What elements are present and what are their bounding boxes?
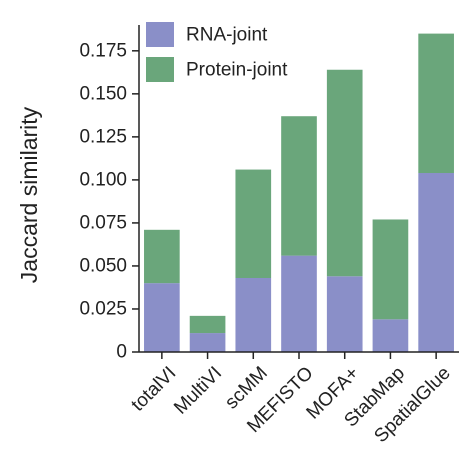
bar-rna-joint-stabmap [372,319,409,352]
bar-protein-joint-mofa- [326,69,363,277]
bar-protein-joint-mefisto [281,116,317,256]
y-axis-title: Jaccard similarity [16,106,42,283]
bars-group [144,33,454,352]
legend-label: Protein-joint [186,60,288,81]
bar-protein-joint-totalvi [144,229,180,284]
y-tick-label: 0.075 [79,212,127,233]
y-tick-label: 0.125 [79,126,127,147]
legend: RNA-joint Protein-joint [146,22,288,82]
y-tick-label: 0.150 [79,83,127,104]
legend-swatch-protein-joint [146,57,174,82]
bar-rna-joint-mefisto [281,255,317,352]
x-tick-label: MultiVI [170,363,226,419]
bar-rna-joint-spatialglue [418,173,454,352]
bar-rna-joint-multivi [189,333,226,352]
legend-label: RNA-joint [186,25,268,46]
bar-protein-joint-spatialglue [418,33,454,174]
bar-protein-joint-scmm [235,169,272,278]
bar-rna-joint-totalvi [144,283,180,352]
y-tick-label: 0 [116,342,127,363]
y-tick-label: 0.175 [79,40,127,61]
bar-rna-joint-mofa- [326,276,363,352]
bar-rna-joint-scmm [235,277,272,352]
y-tick-label: 0.025 [79,298,127,319]
y-tick-label: 0.050 [79,255,127,276]
legend-swatch-rna-joint [146,22,174,47]
bar-protein-joint-stabmap [372,219,409,320]
x-tick-label: totalVI [127,363,180,416]
y-tick-label: 0.100 [79,169,127,190]
bar-protein-joint-multivi [189,315,226,334]
